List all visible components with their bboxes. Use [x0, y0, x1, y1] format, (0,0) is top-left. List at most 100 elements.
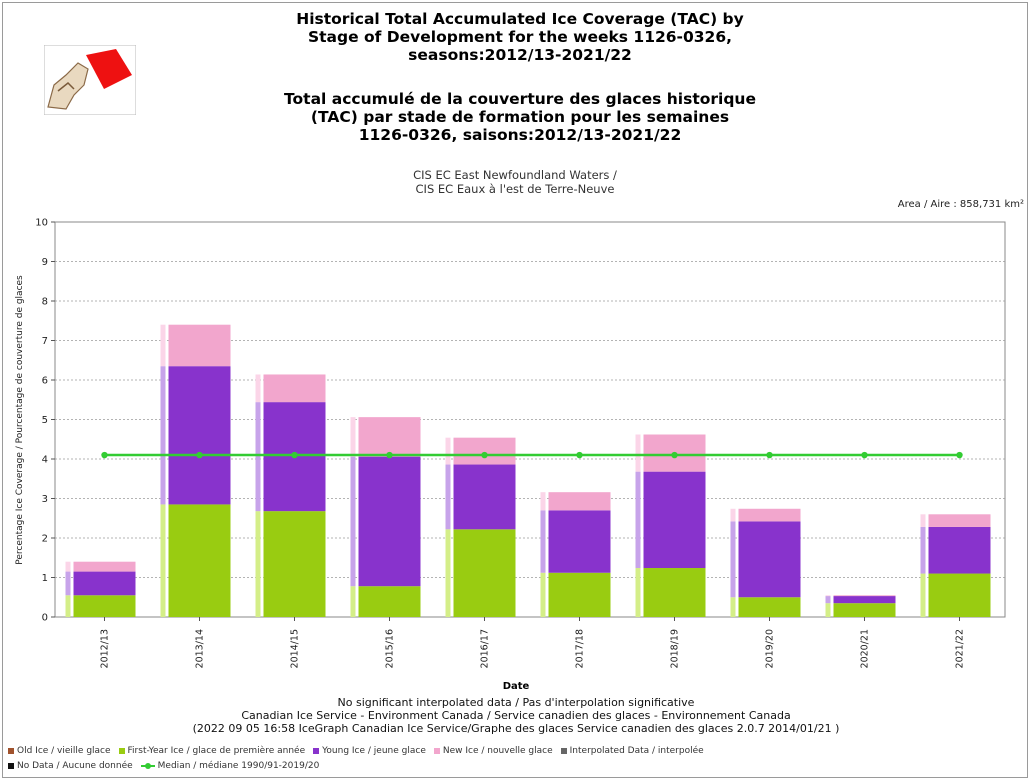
bar-segment: [738, 521, 801, 598]
subtitle-line: CIS EC Eaux à l'est de Terre-Neuve: [415, 182, 615, 196]
bar-segment-stripe: [920, 514, 926, 527]
bar-segment-stripe: [445, 464, 451, 530]
title-line: Total accumulé de la couverture des glac…: [284, 90, 756, 108]
legend-swatch: [118, 747, 125, 754]
bar-segment: [358, 417, 421, 457]
bar-segment-stripe: [160, 324, 166, 367]
y-tick-label: 6: [42, 376, 48, 387]
bar-segment: [928, 573, 991, 617]
y-tick-label: 8: [42, 297, 48, 308]
subtitle-line: CIS EC East Newfoundland Waters /: [413, 168, 617, 182]
bar-segment-stripe: [350, 586, 356, 617]
bar-segment: [928, 514, 991, 527]
bar-segment-stripe: [635, 471, 641, 569]
bar-segment-stripe: [730, 521, 736, 598]
bar-segment-stripe: [635, 568, 641, 617]
bar-segment-stripe: [445, 529, 451, 617]
credit-line: Canadian Ice Service - Environment Canad…: [241, 709, 791, 722]
bar-segment-stripe: [730, 508, 736, 522]
bar-segment-stripe: [65, 571, 71, 596]
legend-swatch: [140, 762, 155, 769]
y-tick-label: 7: [42, 336, 48, 347]
title-line: Historical Total Accumulated Ice Coverag…: [296, 10, 744, 28]
legend-row: Old Ice / vieille glace First-Year Ice / …: [8, 744, 1018, 759]
median-point: [766, 451, 773, 459]
title-line: 1126-0326, saisons:2012/13-2021/22: [358, 126, 682, 144]
bar-segment-stripe: [255, 374, 261, 403]
bar-segment-stripe: [160, 504, 166, 617]
bar-segment-stripe: [255, 511, 261, 617]
y-tick-label: 9: [42, 257, 48, 268]
median-point: [671, 451, 678, 459]
chart-title-english: Historical Total Accumulated Ice Coverag…: [180, 10, 860, 64]
bar-segment: [358, 586, 421, 617]
bar-segment: [833, 595, 896, 597]
x-tick-label: 2014/15: [290, 629, 301, 668]
bar-segment: [168, 324, 231, 367]
legend-swatch: [8, 762, 14, 769]
legend-label: No Data / Aucune donnée: [17, 761, 133, 771]
bar-segment: [73, 595, 136, 617]
bar-segment: [73, 561, 136, 572]
bar-segment-stripe: [920, 573, 926, 617]
median-point: [386, 451, 393, 459]
median-point: [861, 451, 868, 459]
x-tick-label: 2021/22: [955, 629, 966, 668]
canadian-ice-service-logo-icon: [44, 45, 136, 115]
bar-segment: [643, 471, 706, 569]
x-axis-label: Date: [502, 681, 530, 692]
y-tick-label: 10: [35, 218, 48, 229]
bar-segment: [643, 568, 706, 617]
legend-swatch: [313, 747, 320, 754]
legend-label: Median / médiane 1990/91-2019/20: [157, 761, 320, 771]
bar-segment: [548, 572, 611, 617]
median-point: [101, 451, 108, 459]
title-line: (TAC) par stade de formation pour les se…: [310, 108, 730, 126]
legend-item: Interpolated Data / interpolée: [560, 744, 704, 759]
bar-segment-stripe: [825, 595, 831, 597]
bar-segment: [263, 511, 326, 617]
x-tick-label: 2012/13: [100, 629, 111, 668]
median-point: [196, 451, 203, 459]
legend-label: Young Ice / jeune glace: [322, 746, 426, 756]
legend-swatch: [433, 747, 440, 754]
legend-item: Median / médiane 1990/91-2019/20: [140, 759, 320, 774]
bar-segment: [453, 437, 516, 465]
bar-segment: [548, 510, 611, 573]
x-tick-label: 2019/20: [765, 629, 776, 668]
legend-swatch: [8, 747, 14, 754]
y-tick-label: 1: [42, 573, 48, 584]
title-line: seasons:2012/13-2021/22: [408, 46, 632, 64]
bar-segment: [453, 529, 516, 617]
bar-segment-stripe: [730, 597, 736, 617]
chart-title-french: Total accumulé de la couverture des glac…: [180, 90, 860, 144]
title-line: Stage of Development for the weeks 1126-…: [307, 28, 733, 46]
median-point: [576, 451, 583, 459]
x-tick-label: 2017/18: [575, 629, 586, 668]
area-label: Area / Aire : 858,731 km²: [897, 199, 1024, 210]
bar-segment: [168, 366, 231, 505]
legend-item: No Data / Aucune donnée: [8, 759, 133, 774]
legend-item: New Ice / nouvelle glace: [433, 744, 553, 759]
bar-segment-stripe: [350, 417, 356, 457]
bar-segment-stripe: [255, 402, 261, 512]
bar-segment-stripe: [920, 526, 926, 574]
bar-segment: [73, 571, 136, 596]
x-tick-label: 2018/19: [670, 629, 681, 668]
legend-label: New Ice / nouvelle glace: [442, 746, 553, 756]
y-tick-label: 5: [42, 415, 48, 426]
bar-segment: [168, 504, 231, 617]
legend-label: First-Year Ice / glace de première année: [127, 746, 306, 756]
bar-segment-stripe: [540, 572, 546, 617]
bar-segment: [833, 603, 896, 617]
bar-segment-stripe: [825, 596, 831, 604]
version-line: (2022 09 05 16:58 IceGraph Canadian Ice …: [192, 722, 840, 735]
bar-segment-stripe: [825, 603, 831, 617]
bar-segment-stripe: [635, 434, 641, 472]
bar-segment-stripe: [65, 561, 71, 572]
bar-segment: [548, 492, 611, 511]
bar-segment: [833, 596, 896, 604]
legend: Old Ice / vieille glace First-Year Ice / …: [8, 744, 1018, 774]
